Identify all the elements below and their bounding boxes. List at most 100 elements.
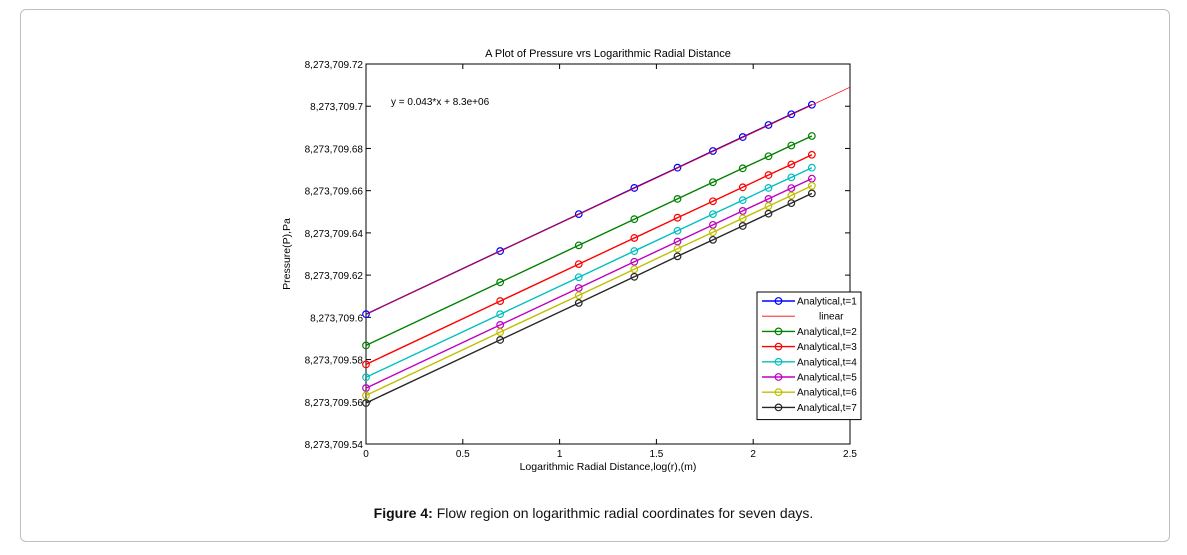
data-point	[630, 272, 639, 281]
x-tick-label: 1.5	[649, 449, 663, 460]
y-tick-label: 8,273,709.6	[310, 313, 363, 324]
legend-swatch-marker	[774, 297, 783, 305]
data-point	[362, 360, 370, 369]
data-point	[630, 215, 639, 224]
y-tick-label: 8,273,709.64	[305, 229, 364, 240]
y-tick-label: 8,273,709.66	[305, 187, 364, 198]
series-5	[362, 163, 816, 382]
series-line	[365, 185, 813, 397]
legend-label: Analytical,t=2	[797, 327, 857, 338]
legend-swatch-marker	[774, 373, 783, 381]
series-2	[365, 86, 851, 315]
data-point	[787, 141, 796, 150]
data-point	[362, 341, 370, 350]
series-line	[365, 135, 813, 347]
x-tick-label: 2	[750, 449, 756, 460]
series-8	[362, 189, 816, 407]
legend-label: Analytical,t=6	[797, 388, 857, 399]
data-point	[709, 210, 717, 219]
y-tick-label: 8,273,709.72	[305, 60, 364, 71]
data-point	[764, 202, 773, 210]
legend-entry: Analytical,t=3	[762, 342, 857, 353]
data-point	[709, 228, 717, 237]
legend-entry: Analytical,t=5	[762, 373, 857, 384]
y-tick-label: 8,273,709.7	[310, 102, 363, 113]
data-point	[764, 209, 773, 218]
data-point	[709, 235, 717, 244]
figure-caption: Figure 4: Flow region on logarithmic rad…	[0, 505, 1187, 521]
data-point	[807, 189, 816, 198]
data-point	[738, 133, 747, 141]
legend-label: Analytical,t=7	[797, 403, 857, 414]
data-point	[807, 100, 816, 109]
y-tick-label: 8,273,709.54	[305, 440, 364, 451]
series-line	[365, 167, 813, 378]
data-point	[787, 110, 796, 119]
data-point	[362, 310, 370, 319]
x-tick-label: 1	[557, 449, 563, 460]
legend-label: Analytical,t=5	[797, 373, 857, 384]
data-point	[807, 181, 816, 190]
caption-label: Figure 4:	[373, 505, 433, 521]
data-point	[807, 150, 816, 159]
data-point	[764, 152, 773, 161]
data-point	[362, 384, 370, 392]
data-point	[673, 213, 682, 222]
y-tick-label: 8,273,709.62	[305, 271, 364, 282]
x-tick-label: 0	[363, 449, 369, 460]
legend-entry: linear	[762, 312, 844, 323]
data-point	[362, 399, 370, 407]
legend-entry: Analytical,t=4	[762, 357, 857, 368]
data-point	[574, 284, 583, 292]
y-tick-label: 8,273,709.58	[305, 356, 364, 367]
data-point	[496, 247, 505, 255]
data-point	[764, 171, 773, 179]
data-point	[709, 147, 717, 155]
data-point	[574, 241, 583, 250]
data-point	[709, 197, 717, 206]
data-point	[496, 336, 505, 344]
data-point	[574, 273, 583, 282]
data-point	[738, 207, 747, 215]
legend-entry: Analytical,t=7	[762, 403, 857, 414]
fit-equation-annotation: y = 0.043*x + 8.3e+06	[391, 97, 490, 108]
data-point	[630, 247, 639, 255]
caption-text: Flow region on logarithmic radial coordi…	[436, 505, 814, 521]
pressure-chart: A Plot of Pressure vrs Logarithmic Radia…	[281, 48, 862, 473]
data-point	[496, 328, 505, 337]
x-tick-label: 0.5	[456, 449, 470, 460]
data-point	[496, 297, 505, 305]
data-point	[630, 234, 639, 242]
data-point	[787, 160, 796, 169]
legend-entry: Analytical,t=2	[762, 327, 857, 338]
legend-label: linear	[819, 312, 844, 323]
legend-swatch-marker	[774, 388, 783, 397]
data-point	[787, 184, 796, 193]
data-point	[630, 265, 639, 274]
data-point	[673, 194, 682, 203]
legend-box	[756, 291, 862, 421]
series-line	[365, 154, 813, 366]
data-point	[709, 178, 717, 187]
data-point	[807, 132, 816, 140]
chart-title: A Plot of Pressure vrs Logarithmic Radia…	[485, 48, 731, 60]
series-4	[362, 150, 816, 369]
x-axis-label: Logarithmic Radial Distance,log(r),(m)	[520, 461, 697, 473]
data-point	[362, 373, 370, 382]
series-line	[365, 177, 813, 389]
data-point	[496, 310, 505, 319]
data-point	[673, 252, 682, 261]
data-point	[630, 184, 639, 192]
legend-label: Analytical,t=1	[797, 297, 857, 308]
data-point	[574, 210, 583, 219]
legend-swatch-marker	[774, 342, 783, 351]
legend-entry: Analytical,t=6	[762, 388, 857, 399]
data-point	[362, 391, 370, 400]
legend-swatch-marker	[774, 403, 783, 412]
y-tick-label: 8,273,709.56	[305, 398, 364, 409]
data-point	[787, 199, 796, 208]
data-point	[574, 291, 583, 300]
x-tick-label: 2.5	[843, 449, 857, 460]
data-point	[764, 184, 773, 192]
series-6	[362, 174, 816, 392]
